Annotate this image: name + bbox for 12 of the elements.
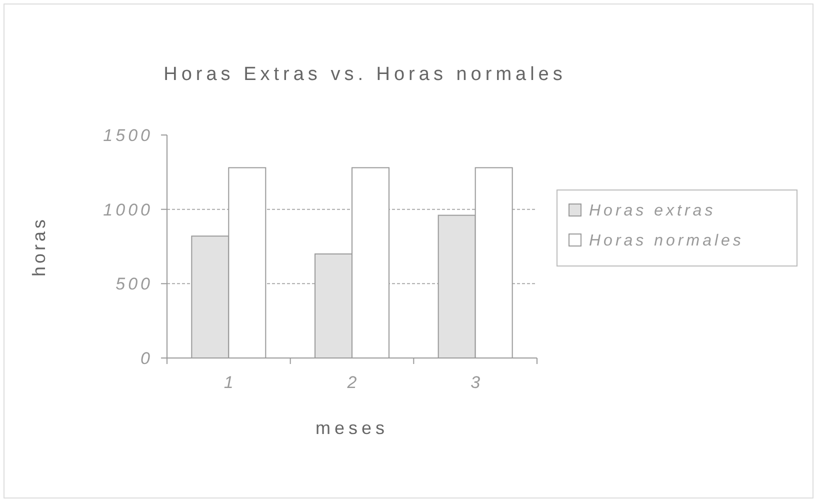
x-tick-label: 3 [470,373,481,392]
y-tick-label: 500 [116,274,153,294]
x-tick-label: 1 [224,373,234,392]
y-tick-label: 1500 [103,126,153,145]
legend-label: Horas normales [589,232,744,250]
legend-label: Horas extras [589,202,716,220]
x-tick-label: 2 [346,373,358,392]
x-axis-title: meses [315,418,389,438]
y-axis-title: horas [29,216,49,277]
chart-title: Horas Extras vs. Horas normales [164,64,566,85]
y-tick-label: 1000 [103,200,153,220]
y-tick-label: 0 [140,348,153,368]
